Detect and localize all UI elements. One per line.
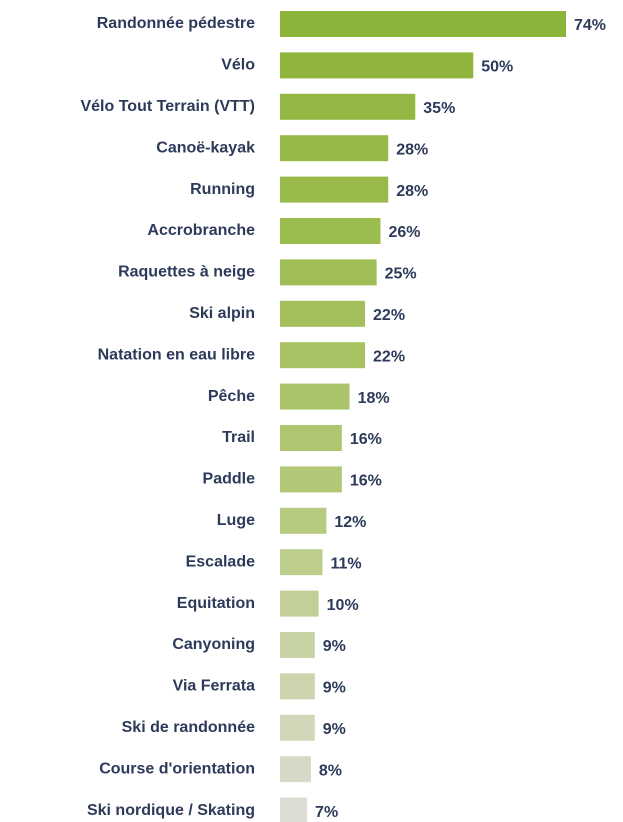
bar [280, 93, 416, 120]
category-label: Trail [222, 429, 255, 446]
bar [280, 135, 389, 162]
bar [280, 259, 377, 286]
bar [280, 176, 389, 203]
category-label: Ski de randonnée [122, 719, 255, 736]
bar [280, 383, 350, 410]
category-label: Natation en eau libre [98, 346, 255, 363]
category-label: Luge [217, 512, 255, 529]
value-label: 28% [396, 141, 428, 158]
category-label: Vélo Tout Terrain (VTT) [80, 98, 255, 115]
bar [280, 218, 381, 244]
bar [280, 425, 342, 451]
value-label: 12% [334, 514, 366, 531]
value-label: 10% [327, 597, 359, 614]
category-label: Canyoning [172, 636, 255, 653]
bar [280, 756, 311, 783]
value-label: 9% [323, 638, 346, 655]
value-label: 8% [319, 762, 342, 779]
value-label: 28% [396, 183, 428, 200]
value-label: 18% [358, 390, 390, 407]
value-label: 35% [423, 100, 455, 117]
category-label: Vélo [221, 57, 255, 74]
bar [280, 11, 566, 37]
category-label: Pêche [208, 388, 255, 405]
bar [280, 507, 327, 534]
category-label: Canoë-kayak [156, 139, 255, 156]
value-label: 25% [385, 266, 417, 283]
category-label: Via Ferrata [173, 678, 256, 695]
value-label: 9% [323, 721, 346, 738]
bar [280, 632, 315, 658]
category-label: Accrobranche [147, 222, 255, 239]
bar [280, 466, 342, 493]
bar [280, 342, 366, 369]
category-label: Course d'orientation [99, 760, 255, 777]
bar [280, 549, 323, 576]
bar [280, 673, 315, 700]
value-label: 26% [388, 224, 420, 241]
category-label: Randonnée pédestre [97, 15, 255, 32]
category-label: Equitation [177, 595, 255, 612]
bar [280, 590, 319, 617]
category-label: Ski alpin [189, 305, 255, 322]
bar [280, 300, 366, 327]
value-label: 9% [323, 680, 346, 697]
value-label: 22% [373, 348, 405, 365]
value-label: 16% [350, 473, 382, 490]
category-label: Running [190, 181, 255, 198]
bar [280, 714, 315, 741]
value-label: 16% [350, 431, 382, 448]
value-label: 50% [481, 59, 513, 76]
value-label: 7% [315, 804, 338, 821]
bar [280, 52, 474, 79]
category-label: Ski nordique / Skating [87, 802, 255, 819]
value-label: 11% [331, 555, 362, 572]
category-label: Paddle [203, 471, 256, 488]
category-label: Raquettes à neige [118, 264, 255, 281]
value-label: 22% [373, 307, 405, 324]
category-label: Escalade [186, 553, 255, 570]
value-label: 74% [574, 17, 606, 34]
bar [280, 797, 308, 822]
